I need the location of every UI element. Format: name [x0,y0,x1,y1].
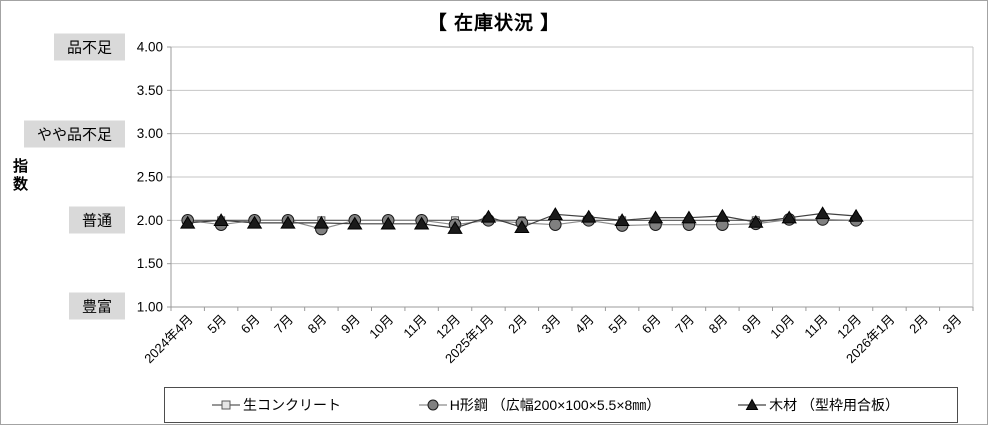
level-label-slight-shortage: やや品不足 [23,120,125,148]
data-point-triangle [614,213,630,227]
triangle-marker-icon [738,398,767,410]
x-tick-label: 3月 [538,312,563,337]
x-tick-label: 6月 [238,312,263,337]
data-point-triangle [781,210,797,224]
data-point-triangle [480,209,497,223]
x-tick-label: 12月 [834,312,864,342]
x-tick-label: 11月 [801,312,830,341]
legend-label: 木材 （型枠用合板） [769,397,899,413]
data-point-triangle [714,208,731,222]
y-tick-label: 3.00 [137,126,163,141]
x-tick-label: 11月 [400,312,429,341]
y-tick-label: 2.00 [137,213,163,228]
legend-item-wood: 木材 （型枠用合板） [737,395,899,415]
legend-label: 生コンクリート [243,397,341,413]
x-tick-label: 8月 [305,312,330,337]
x-tick-label: 2月 [906,312,931,337]
legend-label: H形鋼 （広幅200×100×5.5×8㎜） [449,397,661,413]
data-point-triangle [681,210,697,224]
data-point-triangle [413,216,430,230]
circle-marker-icon [418,399,447,411]
data-point-triangle [313,215,330,229]
y-tick-label: 2.50 [137,170,163,185]
x-tick-label: 10月 [767,312,797,342]
legend: 生コンクリート H形鋼 （広幅200×100×5.5×8㎜） 木材 （型枠用合板… [164,387,958,423]
y-axis-title: 指数 [11,158,28,194]
y-tick-label: 1.50 [137,256,163,271]
data-point-triangle [581,209,597,223]
level-label-shortage: 品不足 [53,33,125,61]
x-tick-label: 7月 [271,312,296,337]
x-tick-label: 2024年4月 [141,312,196,367]
x-tick-label: 8月 [706,312,731,337]
data-point-triangle [447,220,463,234]
y-tick-label: 3.50 [137,83,163,98]
x-tick-label: 5月 [204,312,229,337]
level-label-abundant: 豊富 [68,292,125,320]
data-point-circle [548,218,562,231]
level-label-normal: 普通 [68,206,125,234]
y-tick-label: 1.00 [137,300,163,315]
data-point-triangle [180,215,196,229]
x-tick-label: 6月 [639,312,664,337]
data-point-triangle [280,215,296,229]
data-point-triangle [848,208,864,222]
legend-item-ready-mixed-concrete: 生コンクリート [211,395,341,415]
chart-title: 【 在庫状況 】 [427,13,561,34]
data-point-triangle [246,215,263,229]
x-tick-label: 2月 [505,312,530,337]
data-point-triangle [647,210,664,224]
y-tick-label: 4.00 [137,40,163,55]
data-point-triangle [347,216,363,230]
data-point-triangle [547,207,563,220]
x-tick-label: 9月 [739,312,764,337]
data-point-triangle [213,213,229,227]
legend-item-h-steel: H形鋼 （広幅200×100×5.5×8㎜） [418,395,661,415]
x-tick-label: 10月 [366,312,396,342]
data-point-triangle [748,214,764,228]
x-tick-label: 4月 [572,312,597,337]
x-tick-label: 3月 [939,312,964,337]
x-tick-label: 7月 [672,312,697,337]
x-tick-label: 12月 [433,312,463,342]
x-tick-label: 9月 [338,312,363,337]
data-point-triangle [380,216,396,230]
square-marker-icon [212,400,240,410]
x-tick-label: 5月 [605,312,630,337]
data-point-triangle [814,206,831,220]
data-point-triangle [514,220,530,233]
